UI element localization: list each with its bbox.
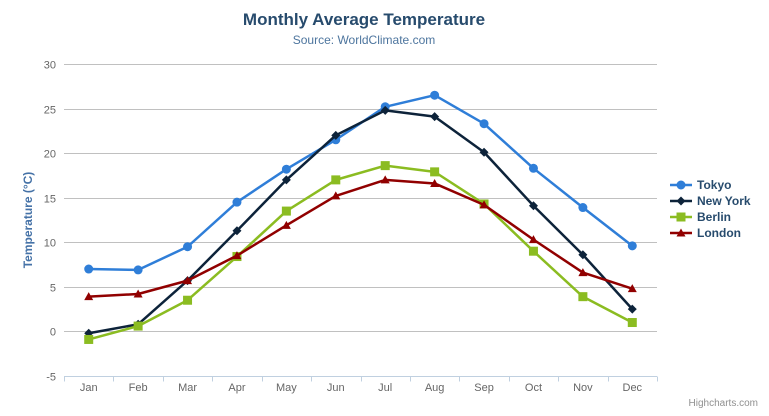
data-point-marker[interactable] [578,250,588,260]
data-point-marker[interactable] [84,264,94,274]
data-point-marker[interactable] [676,228,686,237]
data-point-marker[interactable] [281,164,291,174]
legend-label: Berlin [697,210,732,224]
data-point-marker[interactable] [133,289,143,298]
y-axis-label: 20 [44,149,56,161]
data-point-marker[interactable] [430,178,440,187]
legend-item-london[interactable]: London [670,225,751,241]
data-point-marker[interactable] [676,212,686,222]
legend-label: New York [697,194,751,208]
data-point-marker[interactable] [528,163,538,173]
data-point-marker[interactable] [281,206,291,216]
x-axis-label: Nov [573,382,593,394]
legend-item-berlin[interactable]: Berlin [670,209,751,225]
legend-label: London [697,226,741,240]
export-menu-button[interactable] [729,19,753,41]
x-axis-label: Oct [525,382,542,394]
legend: Tokyo New York Berlin London [670,177,751,241]
legend-marker-triangle-icon [670,228,692,237]
data-point-marker[interactable] [232,226,242,236]
data-point-marker[interactable] [676,196,686,206]
data-point-marker[interactable] [627,318,637,328]
chart-title: Monthly Average Temperature [242,10,486,29]
y-axis-label: 10 [44,238,56,250]
data-point-marker[interactable] [627,304,637,314]
series-line [87,93,634,272]
legend-item-tokyo[interactable]: Tokyo [670,177,751,193]
x-axis-label: Mar [178,382,197,394]
series-tokyo[interactable] [84,90,637,275]
data-point-marker[interactable] [331,130,341,140]
data-point-marker[interactable] [627,241,637,251]
data-point-marker[interactable] [380,161,390,171]
x-axis-label: Sep [474,382,494,394]
x-axis-label: Jan [80,382,98,394]
series-line [87,109,634,335]
data-point-marker[interactable] [479,200,489,209]
data-point-marker[interactable] [578,292,588,302]
chart-subtitle: Source: WorldClimate.com [292,33,436,47]
data-point-marker[interactable] [232,197,242,207]
data-point-marker[interactable] [133,265,143,275]
x-axis-label: Jun [327,382,345,394]
data-point-marker[interactable] [281,175,291,185]
data-point-marker[interactable] [430,112,440,122]
data-point-marker[interactable] [528,246,538,256]
y-axis-label: -5 [46,372,56,384]
data-point-marker[interactable] [430,90,440,100]
data-point-marker[interactable] [84,334,94,344]
data-point-marker[interactable] [183,295,193,305]
data-point-marker[interactable] [133,321,143,331]
y-axis-label: 15 [44,194,56,206]
legend-marker-diamond-icon [670,196,692,206]
x-axis-label: May [276,382,297,394]
data-point-marker[interactable] [528,201,538,211]
y-axis-label: 5 [50,283,56,295]
x-axis-label: Dec [623,382,643,394]
data-point-marker[interactable] [281,220,291,229]
data-point-marker[interactable] [183,242,193,252]
y-axis-label: 25 [44,105,56,117]
data-point-marker[interactable] [627,284,637,293]
x-axis-label: Feb [129,382,148,394]
y-axis-label: 30 [44,60,56,72]
legend-item-new-york[interactable]: New York [670,193,751,209]
legend-label: Tokyo [697,178,732,192]
y-axis-title: Temperature (°C) [21,171,35,269]
x-axis-label: Apr [228,382,245,394]
data-point-marker[interactable] [84,292,94,301]
series-new-york[interactable] [84,105,637,338]
series-line [87,164,634,341]
data-point-marker[interactable] [183,276,193,285]
data-point-marker[interactable] [578,203,588,213]
data-point-marker[interactable] [578,268,588,277]
x-axis-label: Aug [425,382,445,394]
data-point-marker[interactable] [479,147,489,157]
data-point-marker[interactable] [331,191,341,200]
y-axis-label: 0 [50,327,56,339]
series-london[interactable] [84,175,637,301]
legend-marker-square-icon [670,212,692,222]
data-point-marker[interactable] [479,119,489,129]
highcharts-credit[interactable]: Highcharts.com [688,398,758,409]
data-point-marker[interactable] [528,235,538,244]
series-line [87,178,634,298]
data-point-marker[interactable] [232,251,242,260]
data-point-marker[interactable] [676,180,686,190]
data-point-marker[interactable] [430,167,440,177]
x-axis-label: Jul [378,382,392,394]
legend-marker-circle-icon [670,180,692,190]
data-point-marker[interactable] [380,175,390,184]
data-point-marker[interactable] [331,175,341,185]
data-point-marker[interactable] [380,105,390,115]
